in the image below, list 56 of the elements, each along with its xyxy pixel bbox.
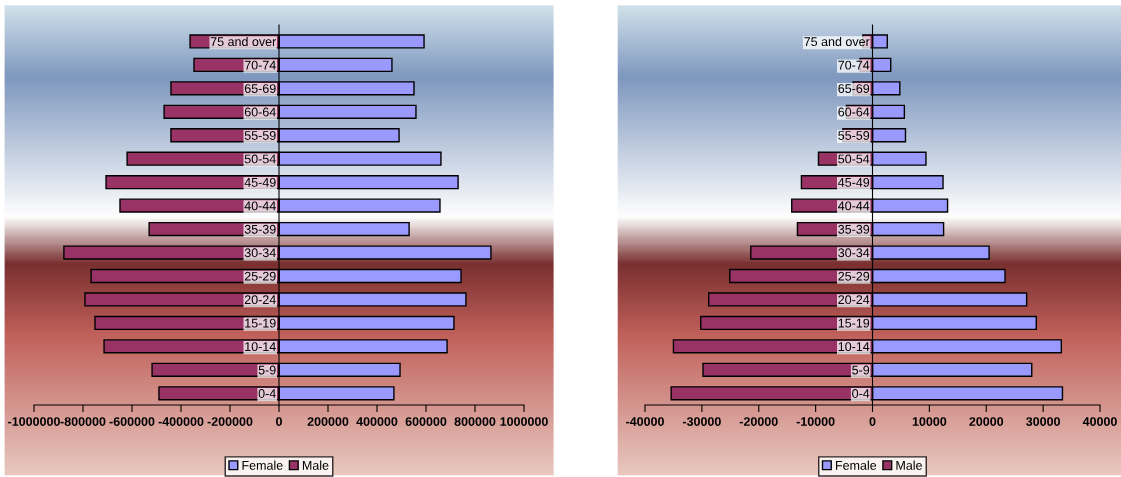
x-tick-label: -1000000: [8, 417, 60, 426]
legend-label: Female: [836, 460, 877, 470]
y-tick-label: 60-64: [838, 107, 870, 117]
x-tick-label: 40000: [1082, 417, 1117, 426]
y-tick-label: 5-9: [258, 365, 276, 375]
y-tick-label: 20-24: [838, 295, 870, 305]
y-tick-label: 75 and over: [210, 36, 277, 47]
x-tick-label: -30000: [682, 417, 721, 426]
y-tick-label: 10-14: [245, 342, 276, 352]
y-tick-label: 70-74: [838, 60, 870, 70]
x-tick-label: 600000: [405, 417, 447, 426]
y-tick-label: 45-49: [838, 177, 870, 187]
y-tick-label: 55-59: [244, 131, 276, 140]
x-tick-label: 30000: [1026, 417, 1060, 426]
x-tick-label: 20000: [969, 417, 1004, 426]
y-tick-label: 30-34: [244, 248, 276, 258]
y-tick-label: 70-74: [244, 60, 276, 70]
x-tick-label: -400000: [158, 417, 204, 426]
y-tick-label: 30-34: [838, 248, 870, 258]
x-tick-label: 10000: [912, 417, 947, 426]
y-tick-label: 50-54: [244, 154, 276, 164]
x-tick-label: -20000: [739, 417, 778, 426]
legend-label: Female: [242, 460, 283, 470]
y-tick-label: 65-69: [838, 84, 870, 93]
y-tick-label: 25-29: [244, 271, 276, 281]
y-tick-label: 45-49: [244, 177, 276, 187]
y-tick-label: 35-39: [244, 224, 276, 234]
x-tick-label: -200000: [207, 417, 253, 426]
x-tick-label: -800000: [60, 417, 106, 426]
y-tick-label: 25-29: [838, 271, 870, 281]
y-tick-label: 75 and over: [804, 36, 870, 47]
y-tick-label: 35-39: [838, 224, 870, 234]
y-tick-label: 40-44: [838, 201, 870, 211]
y-tick-label: 40-44: [244, 201, 276, 211]
x-tick-label: 0: [276, 417, 282, 426]
y-tick-label: 15-19: [838, 318, 870, 328]
x-tick-label: -40000: [626, 417, 664, 426]
y-tick-label: 5-9: [852, 365, 870, 375]
x-tick-label: 400000: [356, 417, 398, 426]
x-tick-label: -600000: [109, 417, 155, 426]
y-tick-label: 20-24: [244, 295, 276, 305]
x-tick-label: 200000: [307, 417, 349, 426]
y-tick-label: 0-4: [852, 389, 870, 398]
y-tick-label: 15-19: [245, 318, 276, 328]
legend-label: Male: [896, 460, 922, 470]
legend-label: Male: [302, 460, 329, 470]
y-tick-label: 50-54: [838, 154, 870, 164]
y-tick-label: 10-14: [838, 342, 870, 352]
x-tick-label: 800000: [454, 417, 496, 426]
y-tick-label: 55-59: [838, 131, 870, 140]
y-tick-label: 60-64: [244, 107, 276, 117]
x-tick-label: -10000: [796, 417, 835, 426]
y-tick-label: 65-69: [244, 84, 276, 93]
y-tick-label: 0-4: [258, 389, 276, 398]
x-tick-label: 1000000: [500, 417, 548, 426]
x-tick-label: 0: [869, 417, 876, 426]
